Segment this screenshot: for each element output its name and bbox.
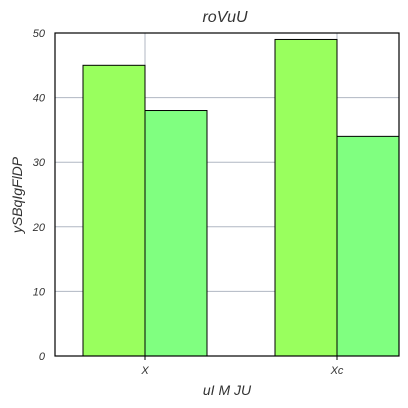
x-tick-label: X [140,365,149,377]
bar [144,110,208,357]
y-tick-label: 30 [33,157,46,169]
y-axis-label: ySBqIgFlDP [9,156,25,234]
y-tick-label: 10 [33,286,46,298]
bars-layer [82,38,400,357]
bar [274,38,338,357]
ticks-layer: 0 10 20 30 40 50 X Xc [32,28,344,377]
y-tick-label: 0 [39,351,46,363]
x-tick-label: Xc [330,365,344,377]
plot-frame [54,32,400,357]
bar [82,64,146,357]
chart-title: roVuU [202,9,248,26]
y-tick-label: 40 [33,93,46,105]
x-axis-label: uI M JU [203,382,252,398]
bar [336,135,400,357]
y-tick-label: 20 [32,222,46,234]
y-tick-label: 50 [33,28,46,40]
